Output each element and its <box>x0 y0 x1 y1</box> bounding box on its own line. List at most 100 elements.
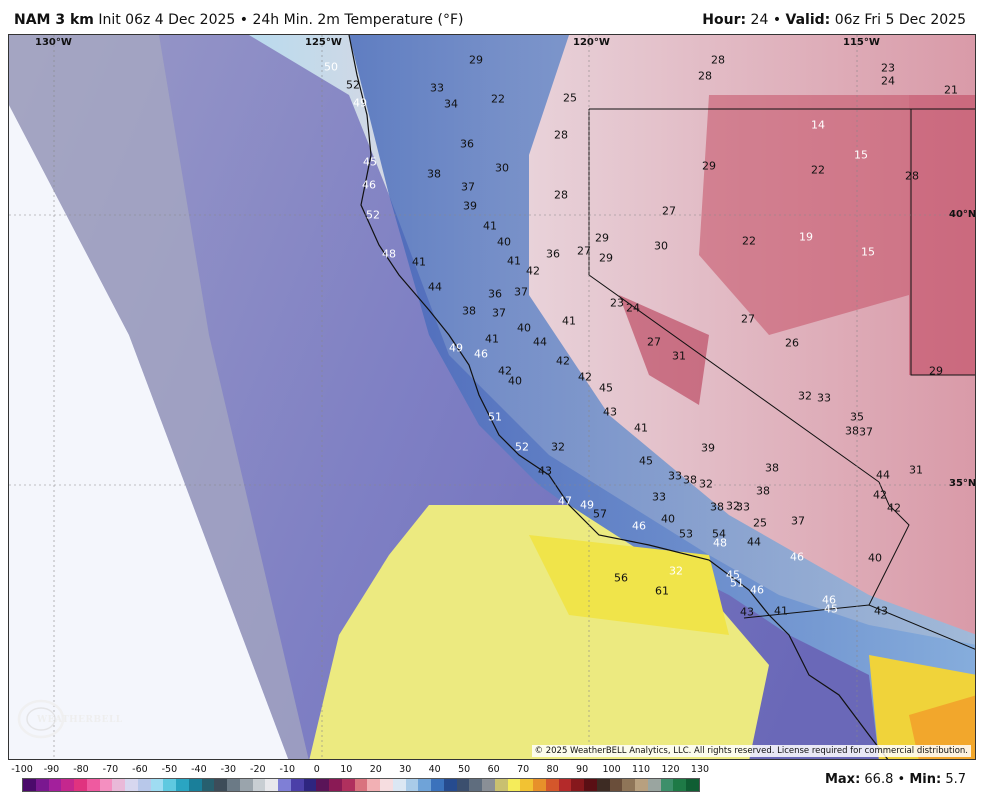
station-value: 42 <box>578 370 592 384</box>
station-value: 50 <box>324 60 338 74</box>
legend-swatch <box>48 779 62 791</box>
station-value: 47 <box>558 494 572 508</box>
legend-tick-label: -10 <box>279 764 296 775</box>
station-value: 24 <box>881 74 895 88</box>
station-value: 37 <box>461 180 475 194</box>
station-value: 40 <box>661 512 675 526</box>
station-value: 32 <box>551 440 565 454</box>
legend-swatch <box>520 779 533 791</box>
legend-tick-label: 60 <box>487 764 500 775</box>
legend-swatch <box>494 779 508 791</box>
logo-swirl-icon <box>17 699 65 739</box>
legend-swatch <box>482 779 495 791</box>
station-value: 39 <box>463 199 477 213</box>
station-value: 42 <box>526 264 540 278</box>
legend-swatch <box>469 779 482 791</box>
station-value: 37 <box>791 514 805 528</box>
legend-swatch <box>507 779 521 791</box>
station-value: 41 <box>483 219 497 233</box>
station-value: 41 <box>634 421 648 435</box>
station-value: 28 <box>711 53 725 67</box>
station-value: 42 <box>556 354 570 368</box>
station-value: 38 <box>845 424 859 438</box>
legend-tick-label: -40 <box>191 764 207 775</box>
copyright-notice: © 2025 WeatherBELL Analytics, LLC. All r… <box>531 745 971 757</box>
legend-swatch <box>176 779 189 791</box>
product-name: 24h Min. 2m Temperature (°F) <box>252 12 464 28</box>
station-value: 43 <box>740 605 754 619</box>
lon-label-115: 115°W <box>843 37 880 48</box>
station-value: 40 <box>497 235 511 249</box>
temperature-map[interactable]: 130°W 125°W 120°W 115°W 40°N 35°N 50 52 49… <box>8 34 976 760</box>
map-title: NAM 3 km Init 06z 4 Dec 2025 • 24h Min. … <box>14 12 463 28</box>
legend-swatch <box>392 779 406 791</box>
valid-separator: • <box>772 12 782 28</box>
station-value: 33 <box>430 81 444 95</box>
legend-swatch <box>86 779 100 791</box>
station-value: 45 <box>363 155 377 169</box>
min-value: 5.7 <box>945 772 966 787</box>
station-value: 33 <box>652 490 666 504</box>
legend-tick-label: 90 <box>576 764 589 775</box>
station-value: 43 <box>874 604 888 618</box>
station-value: 31 <box>909 463 923 477</box>
station-value: 29 <box>702 159 716 173</box>
legend-tick-label: 80 <box>546 764 559 775</box>
station-value: 61 <box>655 584 669 598</box>
legend-swatch <box>227 779 240 791</box>
legend-swatch <box>443 779 457 791</box>
station-value: 24 <box>626 301 640 315</box>
legend-swatch <box>380 779 393 791</box>
legend-swatch <box>456 779 470 791</box>
legend-swatch <box>112 779 125 791</box>
station-value: 27 <box>662 204 676 218</box>
station-value: 32 <box>699 477 713 491</box>
hour-value: 24 <box>750 12 769 28</box>
station-value: 49 <box>449 341 463 355</box>
min-label: Min: <box>909 772 942 787</box>
station-value: 44 <box>533 335 547 349</box>
station-value: 45 <box>599 381 613 395</box>
station-value: 32 <box>798 389 812 403</box>
legend-swatch <box>23 779 36 791</box>
lat-label-35: 35°N <box>949 478 976 489</box>
station-value: 46 <box>750 583 764 597</box>
station-value: 31 <box>672 349 686 363</box>
legend-swatch <box>584 779 597 791</box>
legend-swatch <box>354 779 368 791</box>
station-value: 51 <box>730 576 744 590</box>
legend-swatch <box>303 779 317 791</box>
lon-label-130: 130°W <box>35 37 72 48</box>
station-value: 28 <box>554 188 568 202</box>
legend-tick-label: 10 <box>340 764 353 775</box>
legend-swatch <box>596 779 610 791</box>
station-value: 33 <box>736 500 750 514</box>
legend-swatch <box>533 779 546 791</box>
legend-tick-label: 20 <box>369 764 382 775</box>
station-value: 57 <box>593 507 607 521</box>
station-value: 42 <box>887 501 901 515</box>
station-value: 25 <box>753 516 767 530</box>
max-min-readout: Max: 66.8 • Min: 5.7 <box>825 772 966 787</box>
legend-ticks: -100 -90 -80 -70 -60 -50 -40 -30 -20 -10 0 10 20 30 40… <box>10 764 710 776</box>
valid-label: Valid: <box>785 12 831 28</box>
legend-swatch <box>609 779 623 791</box>
station-value: 41 <box>507 254 521 268</box>
station-value: 36 <box>488 287 502 301</box>
legend-swatch <box>201 779 215 791</box>
station-value: 28 <box>554 128 568 142</box>
station-value: 54 <box>712 527 726 541</box>
maxmin-separator: • <box>897 772 906 787</box>
station-value: 37 <box>514 285 528 299</box>
legend-swatch <box>150 779 164 791</box>
legend-tick-label: -30 <box>220 764 237 775</box>
station-value: 42 <box>498 364 512 378</box>
legend-swatch <box>290 779 304 791</box>
station-value: 35 <box>850 410 864 424</box>
station-value: 45 <box>639 454 653 468</box>
legend-swatch <box>35 779 49 791</box>
station-value: 38 <box>765 461 779 475</box>
legend-swatch <box>137 779 151 791</box>
legend-swatch <box>341 779 355 791</box>
station-value: 49 <box>580 498 594 512</box>
